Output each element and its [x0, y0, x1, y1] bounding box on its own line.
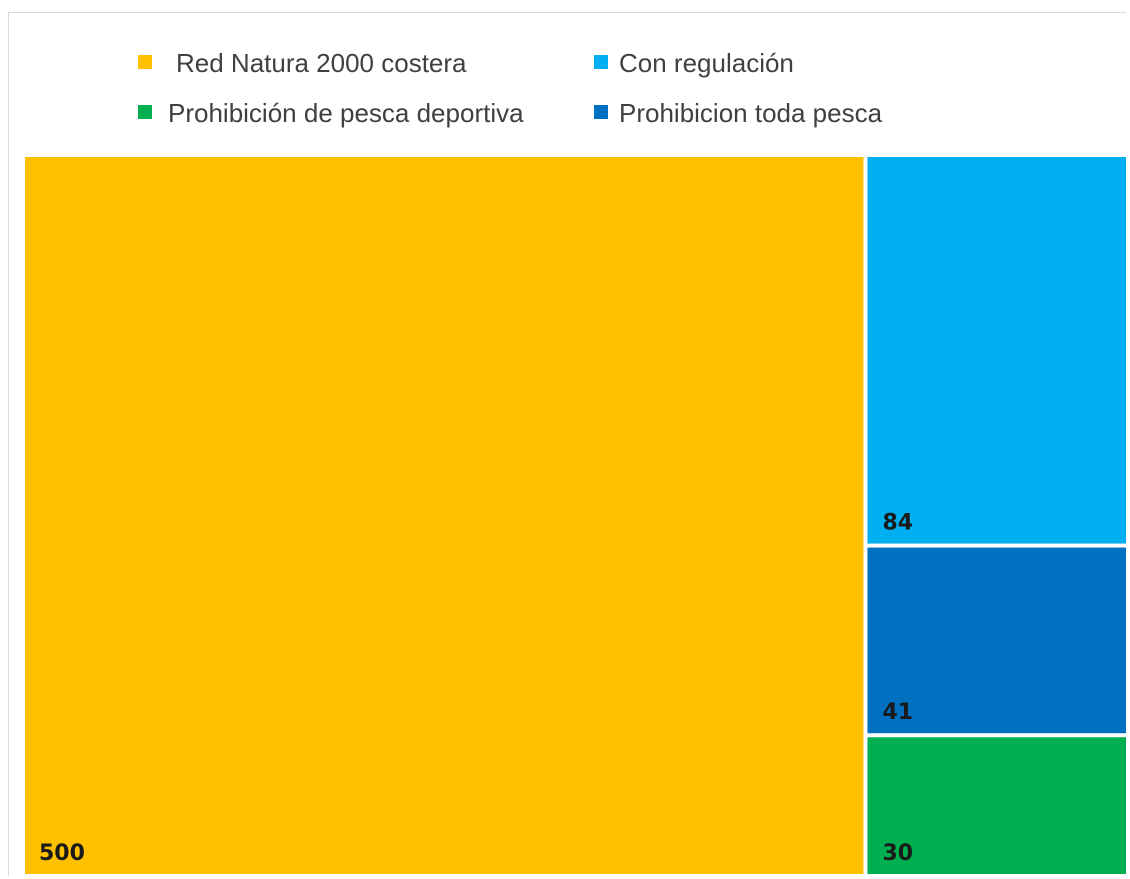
tile-red-natura: [25, 157, 864, 874]
legend-entry-prohibicion-toda-pesca: Prohibicion toda pesca: [594, 98, 883, 128]
legend-entry-con-regulacion: Con regulación: [594, 48, 794, 78]
legend-label-prohibicion-toda-pesca: Prohibicion toda pesca: [619, 98, 883, 128]
data-label-red-natura: 500: [39, 841, 85, 866]
legend-swatch-con-regulacion: [594, 55, 608, 69]
tile-prohibicion-pesca-deportiva: [867, 737, 1126, 874]
data-label-prohibicion-pesca-deportiva: 30: [882, 841, 913, 866]
legend-label-red-natura: Red Natura 2000 costera: [176, 48, 467, 78]
legend-label-prohibicion-pesca-deportiva: Prohibición de pesca deportiva: [168, 98, 524, 128]
legend-swatch-prohibicion-toda-pesca: [594, 105, 608, 119]
legend-swatch-prohibicion-pesca-deportiva: [138, 105, 152, 119]
legend-entry-prohibicion-pesca-deportiva: Prohibición de pesca deportiva: [138, 98, 524, 128]
legend-swatch-red-natura: [138, 55, 152, 69]
legend-entry-red-natura: Red Natura 2000 costera: [138, 48, 467, 78]
data-label-prohibicion-toda-pesca: 41: [882, 700, 913, 725]
legend-label-con-regulacion: Con regulación: [619, 48, 794, 78]
legend: Red Natura 2000 costera Con regulación P…: [138, 48, 883, 128]
treemap-plot: 500 84 41 30: [25, 157, 1126, 874]
data-label-con-regulacion: 84: [882, 511, 913, 536]
tile-prohibicion-toda-pesca: [867, 547, 1126, 734]
tile-con-regulacion: [867, 157, 1126, 544]
